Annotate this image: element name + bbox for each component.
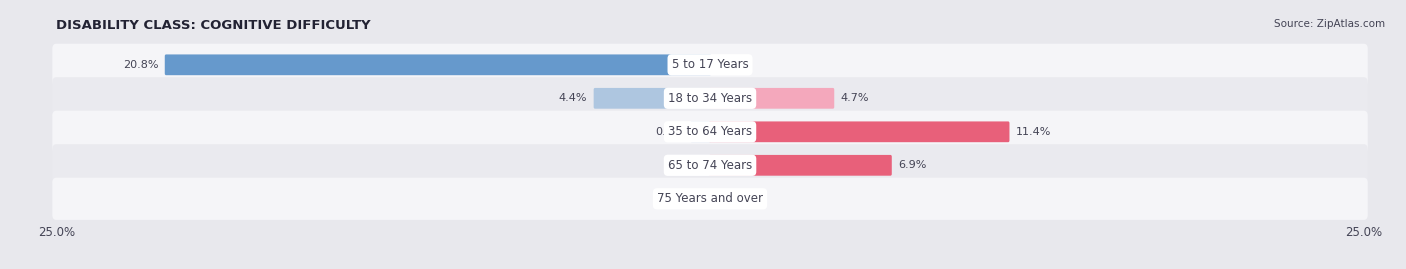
Text: 0.7%: 0.7%: [655, 127, 683, 137]
Text: DISABILITY CLASS: COGNITIVE DIFFICULTY: DISABILITY CLASS: COGNITIVE DIFFICULTY: [56, 19, 371, 32]
Text: 65 to 74 Years: 65 to 74 Years: [668, 159, 752, 172]
FancyBboxPatch shape: [52, 77, 1368, 119]
FancyBboxPatch shape: [52, 44, 1368, 86]
Text: 0.0%: 0.0%: [671, 194, 700, 204]
Text: 11.4%: 11.4%: [1017, 127, 1052, 137]
FancyBboxPatch shape: [593, 88, 711, 109]
Text: 6.9%: 6.9%: [898, 160, 927, 170]
Text: 0.0%: 0.0%: [671, 160, 700, 170]
Text: 0.0%: 0.0%: [720, 60, 749, 70]
FancyBboxPatch shape: [709, 88, 834, 109]
Text: 0.0%: 0.0%: [720, 194, 749, 204]
Text: 4.4%: 4.4%: [558, 93, 588, 103]
FancyBboxPatch shape: [52, 144, 1368, 186]
Text: 4.7%: 4.7%: [841, 93, 869, 103]
FancyBboxPatch shape: [52, 178, 1368, 220]
FancyBboxPatch shape: [165, 54, 711, 75]
Text: 35 to 64 Years: 35 to 64 Years: [668, 125, 752, 138]
FancyBboxPatch shape: [690, 121, 711, 142]
FancyBboxPatch shape: [52, 111, 1368, 153]
FancyBboxPatch shape: [709, 121, 1010, 142]
Text: 20.8%: 20.8%: [122, 60, 159, 70]
Text: Source: ZipAtlas.com: Source: ZipAtlas.com: [1274, 19, 1385, 29]
Text: 5 to 17 Years: 5 to 17 Years: [672, 58, 748, 71]
FancyBboxPatch shape: [709, 155, 891, 176]
Text: 75 Years and over: 75 Years and over: [657, 192, 763, 205]
Text: 18 to 34 Years: 18 to 34 Years: [668, 92, 752, 105]
Legend: Male, Female: Male, Female: [644, 266, 776, 269]
